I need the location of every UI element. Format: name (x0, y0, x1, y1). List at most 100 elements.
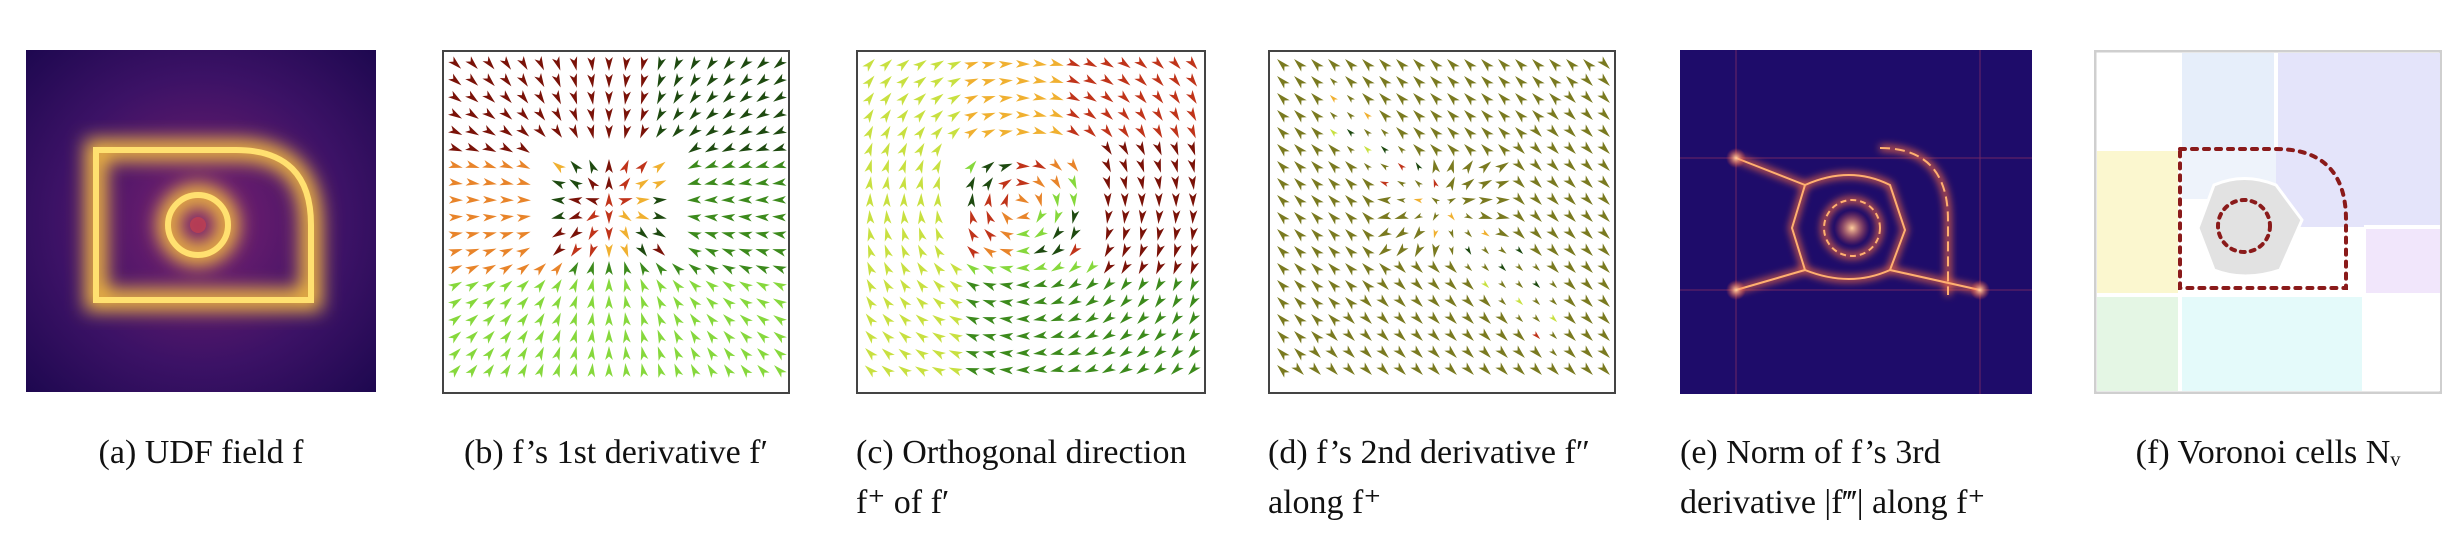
vector-arrow (1068, 260, 1082, 273)
vector-arrow (1532, 263, 1541, 272)
vector-arrow (1155, 277, 1166, 292)
vector-arrow (1325, 362, 1338, 375)
vector-arrow (756, 331, 770, 344)
vector-arrow (1325, 328, 1338, 341)
vector-arrow (1311, 76, 1324, 89)
vector-arrow (1171, 175, 1179, 190)
vector-arrow (1359, 328, 1372, 341)
vector-arrow (704, 159, 719, 169)
vector-arrow (883, 261, 894, 276)
vector-arrow (674, 363, 684, 378)
vector-arrow (867, 227, 876, 242)
vector-arrow (1067, 364, 1082, 373)
vector-arrow (656, 279, 667, 293)
vector-arrow (1294, 314, 1307, 327)
vector-arrow (619, 243, 629, 258)
vector-arrow (879, 75, 892, 89)
vector-arrow (1277, 297, 1290, 310)
vector-arrow (722, 107, 736, 120)
vector-arrow (1105, 226, 1114, 241)
vector-arrow (1580, 243, 1593, 256)
vector-arrow (1427, 277, 1440, 290)
vector-arrow (587, 312, 595, 327)
vector-arrow (1173, 243, 1182, 258)
vector-arrow (568, 261, 579, 276)
vector-arrow (1481, 110, 1494, 123)
vector-arrow (1069, 192, 1078, 207)
vector-arrow (1413, 144, 1426, 157)
vector-arrow (551, 295, 562, 310)
vector-arrow (551, 279, 562, 293)
vector-arrow (1050, 175, 1061, 189)
vector-arrow (1498, 297, 1507, 306)
vector-arrow (1342, 311, 1355, 324)
vector-arrow (706, 56, 719, 70)
vector-arrow (1464, 76, 1477, 89)
vector-arrow (1328, 263, 1341, 276)
vector-arrow (772, 143, 787, 152)
vector-arrow (1103, 192, 1112, 207)
vector-arrow (465, 265, 480, 275)
vector-arrow (1393, 294, 1406, 307)
vector-arrow (1362, 212, 1375, 225)
vector-arrow (499, 232, 514, 240)
vector-arrow (568, 107, 578, 122)
vector-arrow (1171, 345, 1184, 359)
vector-arrow (587, 56, 595, 71)
vector-arrow (635, 226, 649, 239)
vector-arrow (533, 263, 547, 276)
vector-arrow (982, 264, 997, 275)
vector-arrow (1430, 144, 1443, 157)
vector-arrow (1393, 260, 1406, 273)
vector-arrow (1015, 110, 1030, 119)
vector-arrow (1277, 365, 1290, 378)
vector-arrow (1515, 127, 1528, 140)
vector-arrow (605, 73, 613, 88)
vector-arrow (1413, 198, 1423, 204)
vector-arrow (1277, 127, 1290, 140)
vector-arrow (1413, 226, 1426, 240)
vector-arrow (448, 314, 462, 327)
vector-arrow (1597, 56, 1610, 69)
vector-arrow (672, 124, 685, 138)
vector-arrow (948, 315, 963, 326)
vector-arrow (1277, 229, 1290, 242)
vector-arrow (1173, 260, 1183, 275)
vector-arrow (1498, 144, 1511, 157)
vector-arrow (755, 195, 770, 204)
vector-arrow (1120, 294, 1133, 308)
vector-arrow (1512, 141, 1525, 154)
vector-arrow (1549, 76, 1562, 89)
vector-arrow (1529, 192, 1542, 205)
vector-arrow (551, 211, 566, 220)
vector-arrow (1549, 59, 1562, 72)
voronoi-cells-image (2094, 50, 2442, 394)
vector-arrow (1066, 158, 1079, 172)
vector-arrow (772, 265, 787, 275)
vector-arrow (1328, 229, 1341, 242)
vector-arrow (674, 346, 684, 361)
vector-arrow (1498, 93, 1511, 106)
vector-arrow (1049, 125, 1064, 136)
vector-arrow (465, 56, 478, 70)
vector-arrow (915, 176, 924, 191)
vector-arrow (465, 213, 480, 222)
vector-arrow (1154, 328, 1167, 342)
vector-arrow (448, 231, 463, 240)
vector-arrow (482, 264, 497, 275)
vector-arrow (657, 90, 667, 105)
vector-arrow (652, 243, 666, 256)
vector-arrow (516, 90, 529, 104)
vector-arrow (1294, 59, 1307, 72)
vector-arrow (1430, 59, 1443, 72)
vector-arrow (551, 329, 561, 344)
vector-arrow (1481, 144, 1494, 157)
vector-arrow (687, 159, 702, 169)
vector-arrow (652, 161, 666, 174)
vector-arrow (1325, 345, 1338, 358)
vector-arrow (1311, 178, 1324, 191)
vector-arrow (1136, 345, 1150, 358)
vector-arrow (1105, 209, 1113, 224)
vector-arrow (1363, 145, 1372, 154)
vector-arrow (981, 61, 996, 70)
